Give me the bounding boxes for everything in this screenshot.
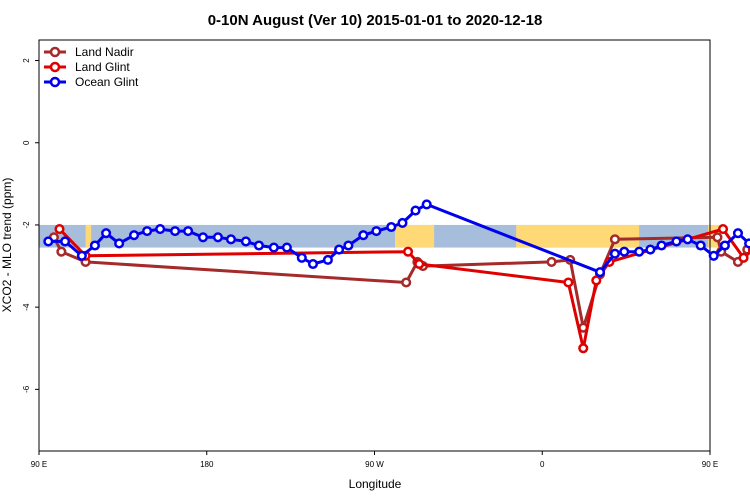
land-patch-0 (85, 224, 92, 248)
land-patch-1 (395, 224, 435, 248)
land-patch-2 (516, 224, 640, 248)
data-point-ocean-glint-13 (225, 234, 237, 245)
data-point-land-glint-9 (738, 252, 749, 263)
data-point-ocean-glint-11 (197, 232, 209, 243)
data-point-ocean-glint-35 (671, 236, 682, 247)
data-point-ocean-glint-41 (744, 238, 750, 249)
legend-label-land-nadir: Land Nadir (75, 45, 134, 59)
data-point-land-nadir-6 (546, 256, 557, 267)
data-point-land-nadir-10 (609, 234, 620, 245)
x-tick-label-1: 180 (200, 460, 214, 469)
series-layer (43, 199, 750, 354)
legend-item-land-glint: Land Glint (44, 60, 130, 74)
data-point-ocean-glint-2 (76, 250, 87, 261)
y-tick-label-0: -6 (22, 385, 31, 393)
data-point-ocean-glint-10 (183, 226, 194, 237)
legend-label-land-glint: Land Glint (75, 60, 130, 74)
data-point-ocean-glint-4 (101, 228, 112, 239)
data-point-ocean-glint-18 (296, 252, 307, 263)
data-point-ocean-glint-16 (268, 242, 279, 253)
y-axis: -6 -4 -2 0 2 (22, 58, 39, 393)
data-point-ocean-glint-23 (358, 230, 369, 241)
series-ocean-glint (43, 199, 750, 278)
data-point-land-glint-8 (717, 224, 729, 235)
data-point-ocean-glint-40 (732, 228, 744, 239)
data-point-ocean-glint-22 (343, 240, 354, 251)
data-point-land-glint-6 (591, 275, 602, 286)
data-point-land-nadir-1 (56, 246, 67, 257)
data-point-ocean-glint-8 (155, 224, 166, 235)
data-point-ocean-glint-9 (170, 226, 181, 237)
y-tick-label-4: 2 (22, 58, 31, 63)
x-tick-label-4: 90 E (702, 460, 718, 469)
data-point-ocean-glint-26 (397, 217, 408, 228)
data-point-land-nadir-3 (401, 277, 412, 288)
data-point-ocean-glint-25 (386, 221, 397, 233)
data-point-ocean-glint-29 (594, 267, 606, 278)
y-tick-label-2: -2 (22, 221, 31, 229)
x-tick-label-2: 90 W (365, 460, 384, 469)
data-point-ocean-glint-32 (634, 246, 645, 257)
data-point-ocean-glint-15 (253, 240, 264, 251)
data-point-ocean-glint-37 (695, 240, 706, 251)
legend-item-ocean-glint: Ocean Glint (44, 75, 139, 89)
y-tick-label-1: -4 (22, 303, 31, 311)
legend-item-land-nadir: Land Nadir (44, 45, 134, 59)
data-point-ocean-glint-27 (410, 205, 421, 216)
data-point-ocean-glint-6 (129, 230, 140, 241)
data-point-ocean-glint-12 (212, 232, 223, 243)
data-point-ocean-glint-38 (708, 250, 719, 261)
data-point-land-glint-2 (403, 246, 414, 257)
data-point-ocean-glint-33 (645, 244, 656, 255)
data-point-land-glint-4 (563, 277, 574, 288)
data-point-ocean-glint-28 (421, 199, 432, 210)
x-tick-label-0: 90 E (31, 460, 47, 469)
data-point-ocean-glint-30 (609, 248, 620, 259)
data-point-ocean-glint-21 (334, 244, 345, 255)
y-axis-label: XCO2 - MLO trend (ppm) (0, 178, 14, 313)
x-axis-label: Longitude (349, 477, 402, 491)
data-point-land-glint-5 (578, 343, 589, 354)
data-point-ocean-glint-14 (240, 236, 251, 247)
data-point-ocean-glint-1 (60, 236, 71, 247)
data-point-ocean-glint-5 (114, 238, 125, 249)
y-tick-label-3: 0 (22, 140, 31, 145)
data-point-land-glint-0 (54, 224, 65, 235)
chart-title: 0-10N August (Ver 10) 2015-01-01 to 2020… (208, 12, 543, 29)
data-point-land-glint-3 (414, 258, 425, 270)
series-land-nadir (48, 232, 750, 333)
data-point-ocean-glint-31 (619, 246, 630, 257)
data-point-land-nadir-11 (712, 232, 723, 243)
data-point-ocean-glint-0 (43, 236, 54, 247)
data-point-ocean-glint-19 (307, 258, 319, 270)
data-point-ocean-glint-17 (281, 242, 292, 253)
data-point-ocean-glint-39 (719, 240, 730, 251)
data-point-ocean-glint-3 (89, 240, 100, 251)
data-point-ocean-glint-36 (682, 234, 693, 245)
data-point-ocean-glint-24 (371, 226, 382, 237)
data-point-ocean-glint-7 (142, 226, 153, 237)
data-point-ocean-glint-34 (656, 240, 667, 251)
data-point-ocean-glint-20 (322, 254, 333, 265)
legend-label-ocean-glint: Ocean Glint (75, 75, 139, 89)
x-tick-label-3: 0 (540, 460, 545, 469)
legend: Land Nadir Land Glint Ocean Glint (44, 45, 139, 89)
